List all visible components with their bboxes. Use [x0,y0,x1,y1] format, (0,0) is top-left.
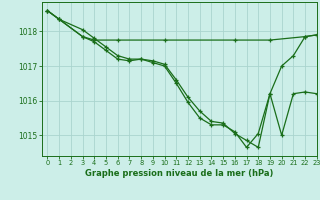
X-axis label: Graphe pression niveau de la mer (hPa): Graphe pression niveau de la mer (hPa) [85,169,273,178]
